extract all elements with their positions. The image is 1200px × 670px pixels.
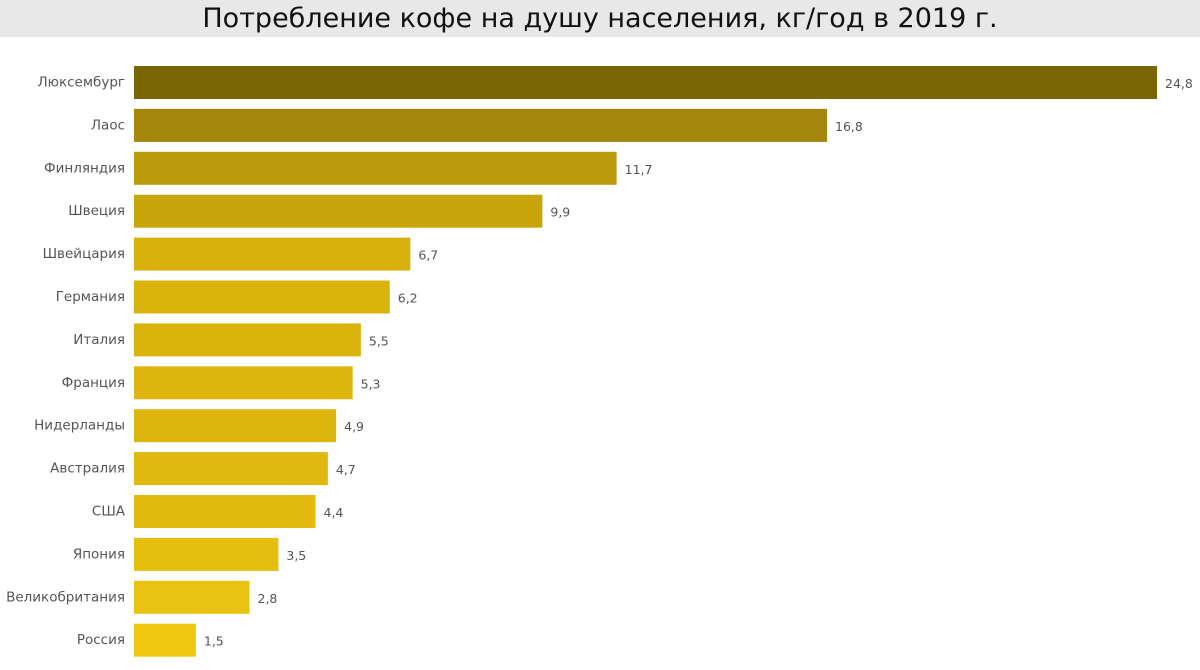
category-label: Швейцария: [43, 246, 125, 262]
category-label: Великобритания: [6, 589, 125, 605]
category-label: Япония: [73, 546, 125, 562]
bar[interactable]: [134, 623, 196, 657]
bar[interactable]: [134, 452, 328, 486]
data-label: 3,5: [286, 548, 306, 563]
data-label: 6,7: [418, 248, 438, 263]
data-label: 4,9: [344, 419, 364, 434]
data-label: 24,8: [1165, 76, 1193, 91]
data-label: 9,9: [550, 205, 570, 220]
bar[interactable]: [134, 194, 543, 228]
category-label: Австралия: [50, 461, 125, 477]
category-label: Россия: [77, 632, 125, 648]
data-label: 11,7: [625, 162, 653, 177]
data-label: 2,8: [258, 591, 278, 606]
category-label: Германия: [56, 289, 125, 305]
category-label: Лаос: [91, 117, 125, 133]
chart-title: Потребление кофе на душу населения, кг/г…: [202, 3, 998, 34]
bar[interactable]: [134, 537, 279, 571]
bar[interactable]: [134, 366, 353, 400]
bar[interactable]: [134, 409, 337, 443]
category-label: Франция: [62, 375, 125, 391]
category-label: Швеция: [68, 203, 125, 219]
data-label: 6,2: [398, 291, 418, 306]
data-label: 5,3: [361, 376, 381, 391]
category-label: Нидерланды: [34, 418, 125, 434]
bar[interactable]: [134, 280, 390, 314]
bar[interactable]: [134, 108, 827, 142]
title-bar: [0, 0, 1200, 37]
data-label: 4,7: [336, 462, 356, 477]
category-label: Италия: [73, 332, 125, 348]
bar[interactable]: [134, 66, 1157, 99]
bar[interactable]: [134, 495, 316, 528]
bar[interactable]: [134, 151, 617, 185]
category-label: США: [92, 504, 126, 520]
data-label: 16,8: [835, 119, 863, 134]
data-label: 5,5: [369, 333, 389, 348]
category-label: Люксембург: [37, 75, 125, 91]
bar[interactable]: [134, 237, 411, 271]
category-label: Финляндия: [44, 160, 125, 176]
data-label: 4,4: [324, 505, 344, 520]
data-label: 1,5: [204, 634, 224, 649]
bar[interactable]: [134, 580, 250, 614]
bar[interactable]: [134, 323, 361, 357]
